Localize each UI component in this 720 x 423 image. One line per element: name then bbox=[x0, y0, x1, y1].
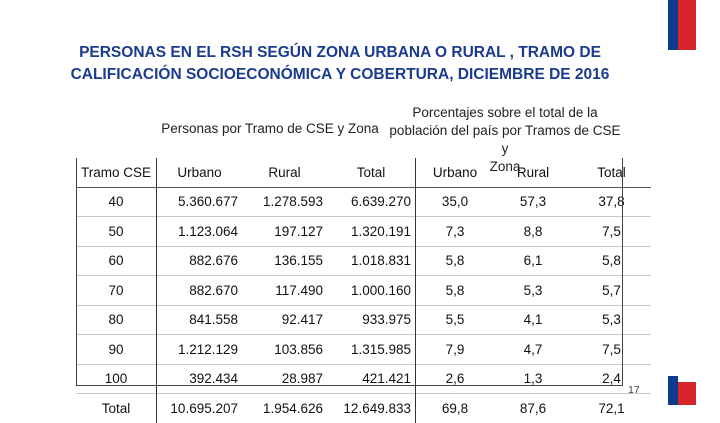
table-cell: 5,8 bbox=[415, 275, 494, 305]
table-cell: 1.212.129 bbox=[156, 334, 242, 364]
table-cell: Total bbox=[76, 393, 157, 423]
data-table: Tramo CSE Urbano Rural Total Urbano Rura… bbox=[76, 158, 651, 423]
table-cell: 70 bbox=[76, 275, 157, 305]
table-cell: 1.000.160 bbox=[327, 275, 416, 305]
table-cell: 841.558 bbox=[156, 304, 242, 335]
page-number: 17 bbox=[628, 384, 640, 396]
column-header-total-pct: Total bbox=[572, 158, 651, 188]
table-cell: 5,5 bbox=[415, 304, 494, 335]
table-cell: 87,6 bbox=[494, 393, 572, 423]
column-header-total: Total bbox=[327, 158, 416, 188]
table-cell: 882.670 bbox=[156, 275, 242, 305]
table-cell: 1.315.985 bbox=[327, 334, 416, 364]
group-header-porcentajes-line-2: población del país por Tramos de CSE y bbox=[389, 123, 621, 156]
table-cell: 5,3 bbox=[494, 275, 572, 305]
group-header-porcentajes-line-1: Porcentajes sobre el total de la bbox=[412, 105, 598, 120]
table-cell: 933.975 bbox=[327, 304, 416, 335]
table-header-row: Tramo CSE Urbano Rural Total Urbano Rura… bbox=[76, 158, 651, 188]
table-cell: 80 bbox=[76, 304, 157, 335]
flag-decoration-bottom bbox=[668, 376, 696, 405]
table-cell: 5,8 bbox=[415, 245, 494, 276]
table-cell: 10.695.207 bbox=[156, 393, 242, 423]
column-header-rural-pct: Rural bbox=[494, 158, 572, 188]
column-header-rural: Rural bbox=[242, 158, 327, 188]
column-header-tramo: Tramo CSE bbox=[76, 158, 157, 188]
table-cell: 2,6 bbox=[415, 363, 494, 394]
table-cell: 40 bbox=[76, 187, 157, 217]
table-cell: 100 bbox=[76, 363, 157, 394]
table-row: 80 841.558 92.417 933.975 5,5 4,1 5,3 bbox=[76, 304, 651, 335]
table-cell: 1.320.191 bbox=[327, 216, 416, 246]
table-cell: 69,8 bbox=[415, 393, 494, 423]
table-cell: 5,3 bbox=[572, 304, 651, 335]
slide-title-line-1: PERSONAS EN EL RSH SEGÚN ZONA URBANA O R… bbox=[79, 44, 601, 61]
table-cell: 1,3 bbox=[494, 363, 572, 394]
table-cell: 1.954.626 bbox=[242, 393, 327, 423]
table-cell: 1.278.593 bbox=[262, 194, 323, 210]
table-cell: 28.987 bbox=[242, 363, 327, 394]
table-cell: 50 bbox=[76, 216, 157, 246]
group-header-personas: Personas por Tramo de CSE y Zona bbox=[161, 121, 379, 136]
table-cell: 392.434 bbox=[156, 363, 242, 394]
table-cell: 136.155 bbox=[242, 245, 327, 276]
table-cell: 4,1 bbox=[494, 304, 572, 335]
table-total-row: Total 10.695.207 1.954.626 12.649.833 69,8 87… bbox=[76, 393, 651, 423]
column-header-urbano: Urbano bbox=[156, 158, 242, 188]
table-row: 70 882.670 117.490 1.000.160 5,8 5,3 5,7 bbox=[76, 275, 651, 305]
table-cell: 1.018.831 bbox=[327, 245, 416, 276]
table-cell: 60 bbox=[76, 245, 157, 276]
table-cell: 90 bbox=[76, 334, 157, 364]
table-cell: 37,8 bbox=[598, 194, 625, 210]
table-row: 60 882.676 136.155 1.018.831 5,8 6,1 5,8 bbox=[76, 245, 651, 276]
table-cell: 421.421 bbox=[327, 363, 416, 394]
table-cell: 7,9 bbox=[415, 334, 494, 364]
slide-title-line-2: CALIFICACIÓN SOCIOECONÓMICA Y COBERTURA,… bbox=[70, 66, 610, 83]
table-cell: 7,5 bbox=[572, 334, 651, 364]
table-cell: 6,1 bbox=[494, 245, 572, 276]
table-cell: 2,4 bbox=[572, 363, 651, 394]
table-cell: 72,1 bbox=[572, 393, 651, 423]
table-cell: 92.417 bbox=[242, 304, 327, 335]
table-row: 90 1.212.129 103.856 1.315.985 7,9 4,7 7,5 bbox=[76, 334, 651, 364]
table-cell: 117.490 bbox=[242, 275, 327, 305]
table-cell: 4,7 bbox=[494, 334, 572, 364]
slide-title: PERSONAS EN EL RSH SEGÚN ZONA URBANA O R… bbox=[40, 42, 640, 86]
table-cell: 57,3 bbox=[519, 194, 547, 210]
table-cell: 103.856 bbox=[242, 334, 327, 364]
table-row: 40 5.360.677 1.278.593 6.639.270 35,0 57,3 37,… bbox=[76, 187, 651, 217]
table-row: 100 392.434 28.987 421.421 2,6 1,3 2,4 bbox=[76, 363, 651, 394]
table-cell: 6.639.270 bbox=[327, 187, 416, 217]
table-cell: 7,3 bbox=[415, 216, 494, 246]
flag-decoration-top bbox=[668, 0, 696, 50]
table-cell: 882.676 bbox=[156, 245, 242, 276]
table-cell: 8,8 bbox=[494, 216, 572, 246]
table-cell: 35,0 bbox=[441, 194, 469, 210]
table-cell: 5,8 bbox=[572, 245, 651, 276]
table-cell: 5,7 bbox=[572, 275, 651, 305]
table-cell: 197.127 bbox=[242, 216, 327, 246]
table-cell: 12.649.833 bbox=[327, 393, 416, 423]
table-cell: 5.360.677 bbox=[177, 194, 238, 210]
table-cell: 7,5 bbox=[572, 216, 651, 246]
table-cell: 1.123.064 bbox=[156, 216, 242, 246]
column-header-urbano-pct: Urbano bbox=[415, 158, 494, 188]
table-row: 50 1.123.064 197.127 1.320.191 7,3 8,8 7,5 bbox=[76, 216, 651, 246]
